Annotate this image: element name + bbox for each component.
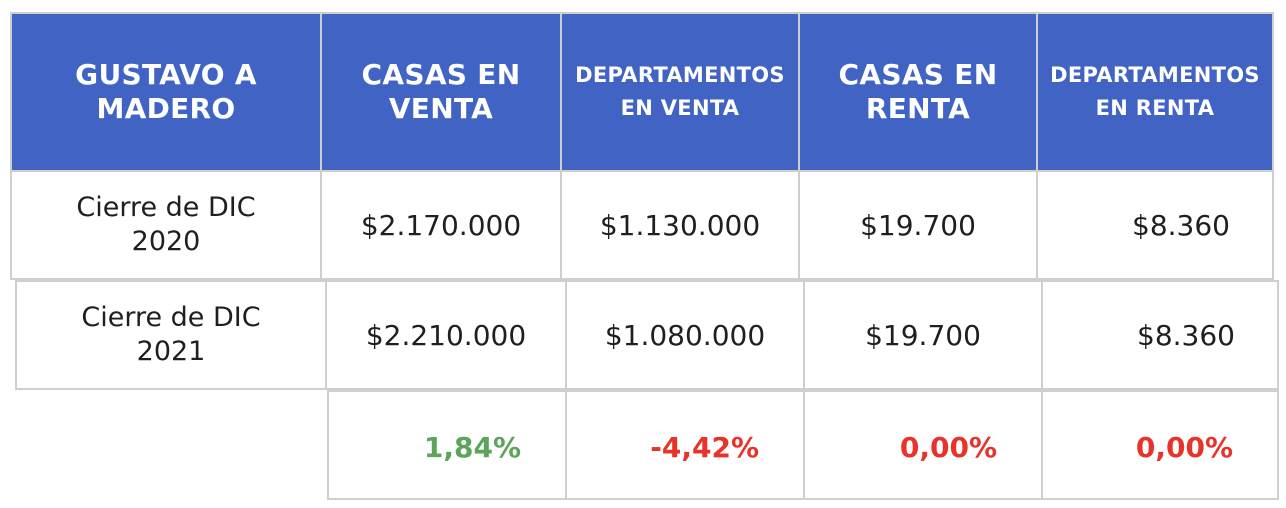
change-cell: 0,00% (803, 390, 1043, 500)
table-cell: $8.360 (1036, 170, 1274, 280)
change-value: 0,00% (899, 430, 997, 464)
row-label-2020: Cierre de DIC 2020 (10, 170, 322, 280)
header-label-departamentos-venta: DEPARTAMENTOS EN VENTA (575, 63, 785, 120)
row-label-text: Cierre de DIC 2020 (76, 192, 256, 257)
cell-value: $19.700 (860, 208, 976, 242)
table-cell: $19.700 (803, 280, 1043, 390)
change-cell: 1,84% (327, 390, 567, 500)
header-label-casas-renta: CASAS EN RENTA (838, 57, 998, 125)
table-cell: $8.360 (1041, 280, 1279, 390)
header-label-departamentos-renta: DEPARTAMENTOS EN RENTA (1050, 63, 1260, 120)
header-casas-en-venta: CASAS EN VENTA (320, 12, 562, 172)
cell-value: $2.170.000 (360, 208, 522, 242)
change-cell: 0,00% (1041, 390, 1279, 500)
table-cell: $2.210.000 (325, 280, 567, 390)
cell-value: $8.360 (1132, 208, 1230, 242)
header-departamentos-en-renta: DEPARTAMENTOS EN RENTA (1036, 12, 1274, 172)
table-cell: $1.080.000 (565, 280, 805, 390)
table-cell: $2.170.000 (320, 170, 562, 280)
row-label-2021: Cierre de DIC 2021 (15, 280, 327, 390)
cell-value: $8.360 (1137, 318, 1235, 352)
header-label-casas-venta: CASAS EN VENTA (361, 57, 521, 125)
header-gustavo-a-madero: GUSTAVO A MADERO (10, 12, 322, 172)
cell-value: $1.130.000 (599, 208, 761, 242)
cell-value: $2.210.000 (365, 318, 527, 352)
cell-value: $1.080.000 (604, 318, 766, 352)
change-value: 1,84% (423, 430, 521, 464)
header-departamentos-en-venta: DEPARTAMENTOS EN VENTA (560, 12, 800, 172)
change-cell: -4,42% (565, 390, 805, 500)
change-value: 0,00% (1135, 430, 1233, 464)
cell-value: $19.700 (865, 318, 981, 352)
header-label-area: GUSTAVO A MADERO (75, 57, 257, 125)
change-value: -4,42% (650, 430, 759, 464)
table-cell: $1.130.000 (560, 170, 800, 280)
table-cell: $19.700 (798, 170, 1038, 280)
header-casas-en-renta: CASAS EN RENTA (798, 12, 1038, 172)
row-label-text: Cierre de DIC 2021 (81, 302, 261, 367)
